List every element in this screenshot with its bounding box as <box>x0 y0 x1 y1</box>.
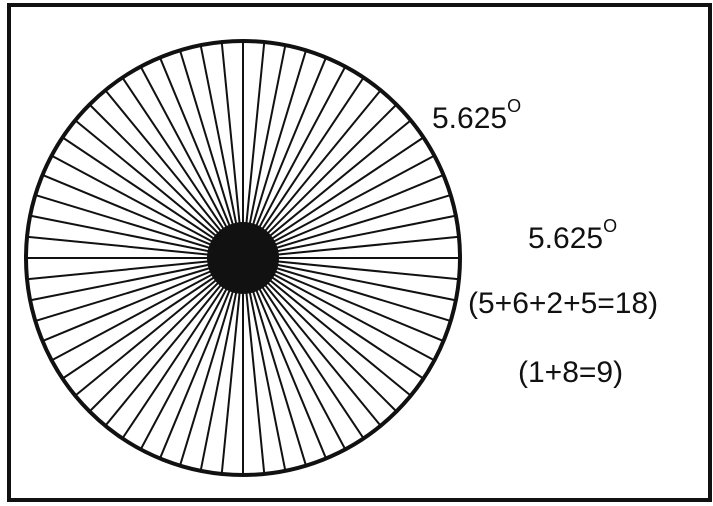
spoke <box>36 257 244 322</box>
degree-mark: O <box>507 96 521 116</box>
spoke <box>30 214 244 259</box>
circle <box>24 39 462 477</box>
frame <box>7 3 712 502</box>
spoke <box>30 257 244 302</box>
spoke <box>242 45 287 259</box>
wheel <box>24 39 462 477</box>
spoke <box>242 257 307 465</box>
angle-value: 5.625 <box>528 222 603 255</box>
spoke <box>242 257 346 449</box>
spoke <box>220 257 244 474</box>
spoke <box>242 257 424 379</box>
spoke <box>199 45 244 259</box>
hub <box>207 222 279 294</box>
spoke <box>62 137 244 259</box>
angle-value: 5.625 <box>432 102 507 135</box>
digit-sum: (1+8=9) <box>518 356 623 389</box>
spoke <box>242 51 307 259</box>
spoke <box>242 257 443 342</box>
spoke <box>242 257 459 281</box>
spoke <box>242 194 450 259</box>
spoke <box>242 137 424 259</box>
spoke <box>242 235 459 259</box>
angle-label: 5.625O <box>432 96 521 135</box>
spoke <box>242 257 434 361</box>
degree-mark: O <box>603 216 617 236</box>
angle-label: 5.625O <box>528 216 617 255</box>
spoke <box>159 257 244 458</box>
spoke <box>140 257 244 449</box>
spoke <box>242 174 443 259</box>
spoke <box>179 257 244 465</box>
spoke <box>242 257 327 458</box>
spoke <box>242 257 364 439</box>
spoke <box>122 257 244 439</box>
spoke <box>179 51 244 259</box>
spoke <box>122 77 244 259</box>
spoke <box>242 257 266 474</box>
spoke <box>242 257 450 322</box>
spoke <box>36 194 244 259</box>
spoke <box>242 155 434 259</box>
digit-sum: (5+6+2+5=18) <box>468 287 658 320</box>
